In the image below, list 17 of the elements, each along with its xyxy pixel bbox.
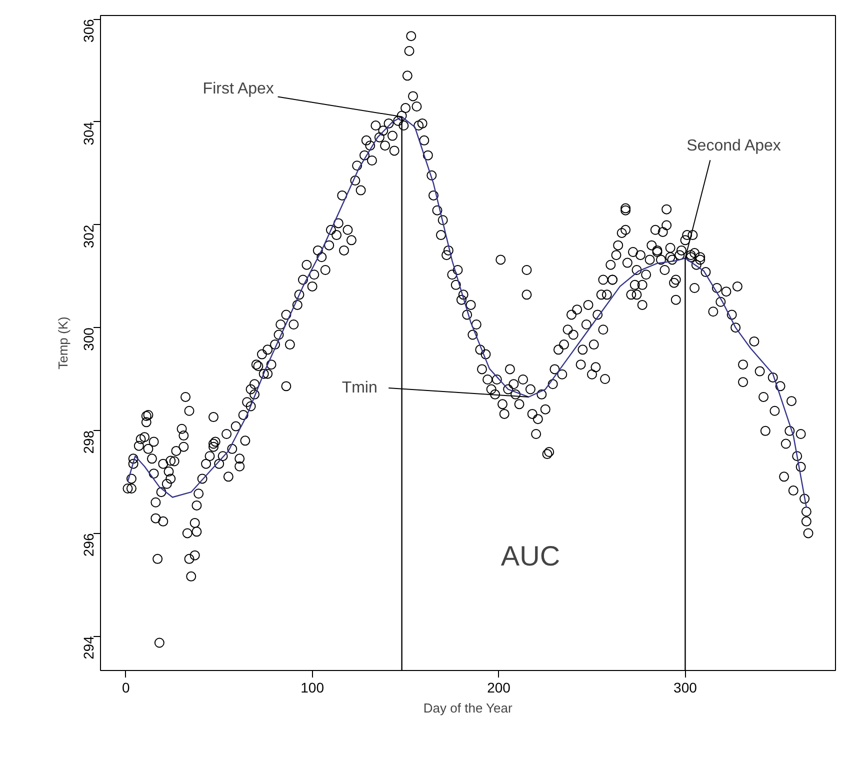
annotation: First Apex	[202, 80, 274, 98]
y-tick-label: 294	[80, 636, 96, 660]
x-tick-label: 200	[487, 680, 511, 696]
y-tick-label: 300	[80, 327, 96, 351]
y-axis-title: Temp (K)	[56, 316, 70, 370]
annotation: Tmin	[342, 379, 378, 396]
annotation: AUC	[500, 540, 560, 572]
y-tick-label: 298	[80, 430, 96, 454]
y-tick-label: 302	[80, 224, 96, 248]
annotation: Second Apex	[686, 138, 781, 155]
y-tick-label: 306	[80, 18, 96, 42]
x-axis-title: Day of the Year	[423, 700, 514, 716]
x-tick-label: 0	[122, 680, 130, 696]
y-tick-label: 296	[80, 533, 96, 557]
y-tick-label: 304	[80, 122, 96, 146]
x-tick-label: 300	[674, 680, 698, 696]
x-tick-label: 100	[300, 680, 324, 696]
